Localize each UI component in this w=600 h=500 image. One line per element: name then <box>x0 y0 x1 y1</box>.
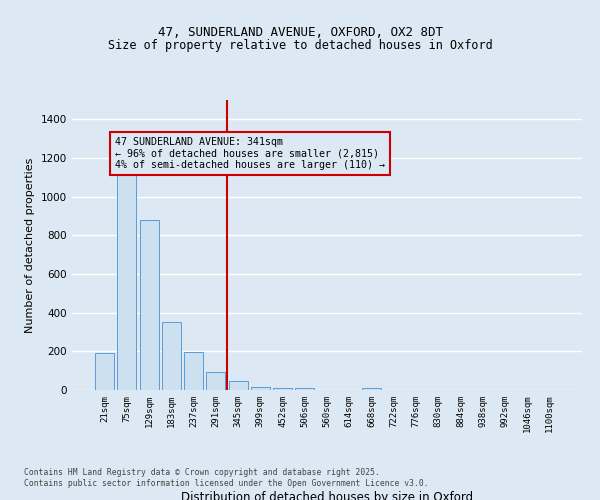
Text: Size of property relative to detached houses in Oxford: Size of property relative to detached ho… <box>107 38 493 52</box>
Bar <box>206 372 225 390</box>
X-axis label: Distribution of detached houses by size in Oxford: Distribution of detached houses by size … <box>181 491 473 500</box>
Text: 47 SUNDERLAND AVENUE: 341sqm
← 96% of detached houses are smaller (2,815)
4% of : 47 SUNDERLAND AVENUE: 341sqm ← 96% of de… <box>115 136 385 170</box>
Bar <box>229 382 248 390</box>
Bar <box>184 352 203 390</box>
Bar <box>118 174 136 390</box>
Bar <box>95 354 114 390</box>
Bar <box>295 388 314 390</box>
Text: 47, SUNDERLAND AVENUE, OXFORD, OX2 8DT: 47, SUNDERLAND AVENUE, OXFORD, OX2 8DT <box>157 26 443 39</box>
Text: Contains HM Land Registry data © Crown copyright and database right 2025.
Contai: Contains HM Land Registry data © Crown c… <box>24 468 428 487</box>
Bar <box>251 387 270 390</box>
Bar <box>273 388 292 390</box>
Bar <box>140 220 158 390</box>
Y-axis label: Number of detached properties: Number of detached properties <box>25 158 35 332</box>
Bar <box>362 388 381 390</box>
Bar <box>162 322 181 390</box>
